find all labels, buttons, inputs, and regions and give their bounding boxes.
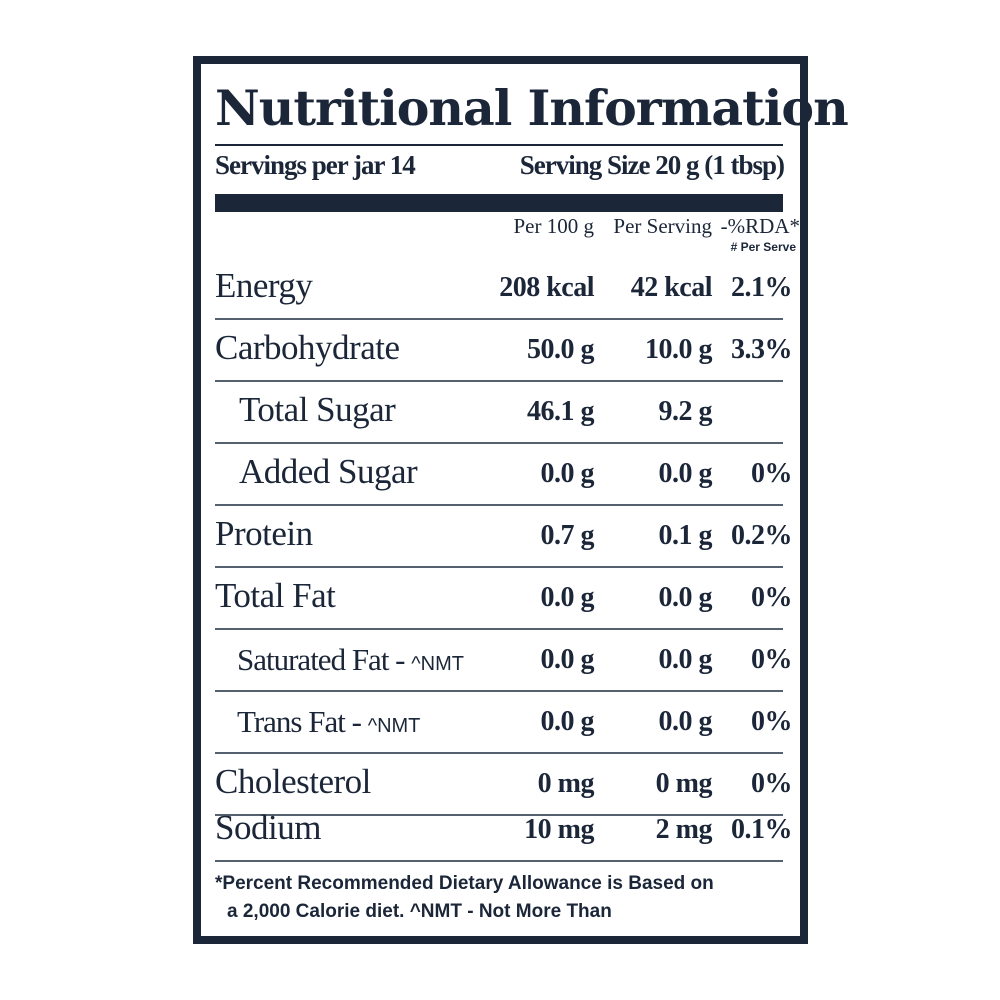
servings-per-jar: Servings per jar 14: [215, 150, 416, 180]
table-row: Sodium 10 mg 2 mg 0.1%: [201, 800, 800, 862]
nutrient-name: Added Sugar: [239, 452, 418, 491]
nutrient-name: Carbohydrate: [215, 328, 400, 367]
footnote: *Percent Recommended Dietary Allowance i…: [215, 870, 795, 926]
value-per100: 0.0 g: [540, 582, 595, 613]
value-rda: 0%: [751, 768, 793, 799]
value-per100: 50.0 g: [527, 334, 595, 365]
row-divider: [215, 442, 783, 444]
footnote-line-2: a 2,000 Calorie diet. ^NMT - Not More Th…: [227, 901, 612, 922]
nutrient-name: Cholesterol: [215, 762, 371, 801]
value-per-serving: 2 mg: [655, 814, 713, 845]
nutrient-name: Saturated Fat - ^NMT: [237, 642, 464, 678]
row-divider: [215, 814, 783, 816]
value-per100: 0.0 g: [540, 706, 595, 737]
nutrient-name-text: Trans Fat -: [237, 704, 368, 739]
nutrient-name-text: Saturated Fat -: [237, 642, 412, 677]
value-rda: 3.3%: [731, 334, 793, 365]
row-divider: [215, 380, 783, 382]
table-row: Carbohydrate 50.0 g 10.0 g 3.3%: [201, 320, 800, 382]
table-row: Cholesterol 0 mg 0 mg 0%: [201, 754, 800, 816]
value-per100: 46.1 g: [527, 396, 595, 427]
value-per-serving: 42 kcal: [630, 272, 713, 303]
value-per100: 0 mg: [537, 768, 595, 799]
nutrient-name: Total Sugar: [239, 390, 396, 429]
value-rda: 0%: [751, 706, 793, 737]
col-per-serving-header: Per Serving: [613, 214, 712, 238]
serving-size: Serving Size 20 g (1 tbsp): [519, 150, 785, 180]
value-per-serving: 0.0 g: [658, 458, 713, 489]
row-divider: [215, 860, 783, 862]
value-rda: 0.1%: [731, 814, 793, 845]
table-row: Added Sugar 0.0 g 0.0 g 0%: [201, 444, 800, 506]
nmt-marker: ^NMT: [411, 653, 464, 675]
nutrition-label: Nutritional Information Servings per jar…: [193, 56, 849, 944]
footnote-line-1: *Percent Recommended Dietary Allowance i…: [215, 873, 714, 894]
nutrient-name: Sodium: [215, 808, 321, 847]
row-divider: [215, 628, 783, 630]
nutrient-name: Protein: [215, 514, 313, 553]
value-per100: 0.0 g: [540, 458, 595, 489]
value-per100: 208 kcal: [499, 272, 594, 303]
nutrient-name: Total Fat: [215, 576, 336, 615]
nutrient-name: Energy: [215, 266, 313, 305]
row-divider: [215, 566, 783, 568]
value-per100: 0.7 g: [540, 520, 595, 551]
nmt-marker: ^NMT: [367, 715, 421, 737]
table-row: Energy 208 kcal 42 kcal 2.1%: [201, 258, 800, 320]
col-rda-header: -%RDA*: [720, 214, 800, 238]
col-per100-header: Per 100 g: [513, 214, 595, 238]
table-row: Saturated Fat - ^NMT 0.0 g 0.0 g 0%: [201, 630, 800, 692]
nutrient-name: Trans Fat - ^NMT: [237, 704, 420, 740]
table-row: Total Fat 0.0 g 0.0 g 0%: [201, 568, 800, 630]
value-per-serving: 10.0 g: [645, 334, 713, 365]
value-rda: 2.1%: [731, 272, 793, 303]
value-per100: 10 mg: [524, 814, 594, 845]
header-thick-rule: [215, 194, 783, 212]
table-row: Total Sugar 46.1 g 9.2 g: [201, 382, 800, 444]
value-rda: 0%: [751, 582, 793, 613]
label-title: Nutritional Information: [215, 79, 849, 137]
title-rule: [215, 144, 783, 146]
table-row: Trans Fat - ^NMT 0.0 g 0.0 g 0%: [201, 692, 800, 754]
value-per100: 0.0 g: [540, 644, 595, 675]
value-rda: 0.2%: [731, 520, 793, 551]
value-per-serving: 0.0 g: [658, 706, 713, 737]
value-per-serving: 0 mg: [655, 768, 713, 799]
row-divider: [215, 690, 783, 692]
value-per-serving: 0.1 g: [658, 520, 713, 551]
col-rda-subheader: # Per Serve: [730, 240, 796, 254]
value-rda: 0%: [751, 644, 793, 675]
value-per-serving: 9.2 g: [658, 396, 713, 427]
value-per-serving: 0.0 g: [658, 582, 713, 613]
row-divider: [215, 504, 783, 506]
value-rda: 0%: [751, 458, 793, 489]
table-row: Protein 0.7 g 0.1 g 0.2%: [201, 506, 800, 568]
value-per-serving: 0.0 g: [658, 644, 713, 675]
row-divider: [215, 752, 783, 754]
row-divider: [215, 318, 783, 320]
